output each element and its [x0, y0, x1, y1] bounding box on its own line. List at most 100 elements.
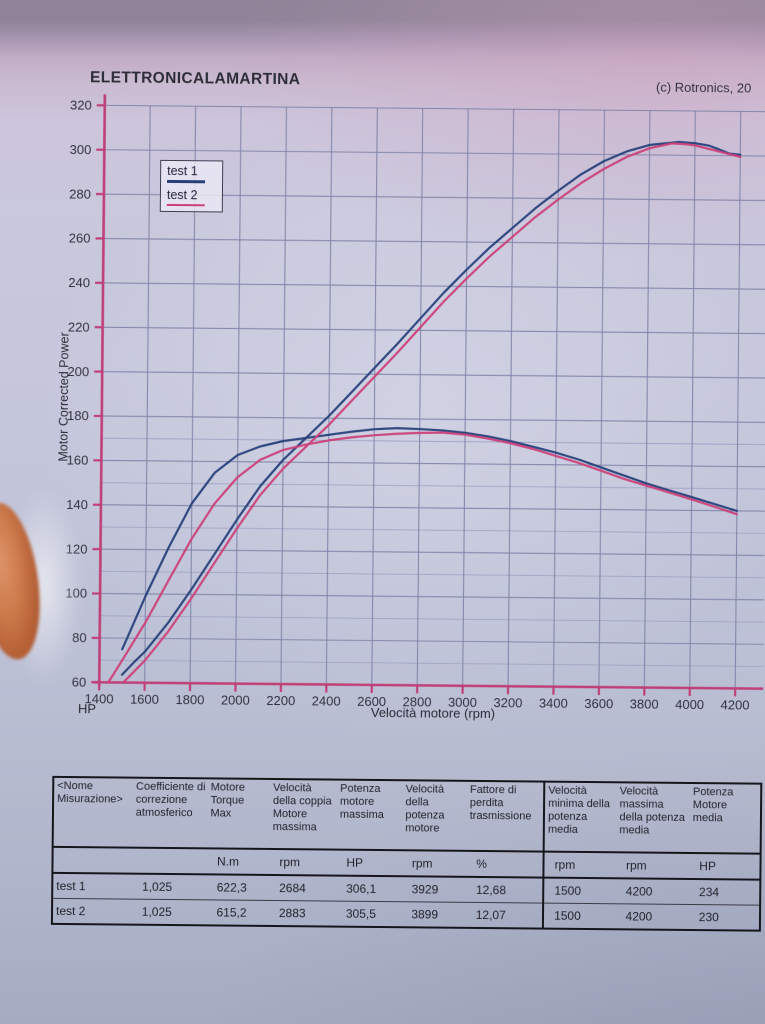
value-cell: 2684	[269, 874, 337, 902]
value-cell: 4200	[615, 878, 690, 905]
y-axis-unit: HP	[77, 701, 97, 717]
gridline-major	[100, 548, 765, 557]
gridline-minor	[100, 526, 765, 534]
y-tick-label: 220	[68, 319, 90, 334]
unit-cell: HP	[689, 852, 761, 880]
y-tick-label: 200	[67, 364, 89, 379]
curve-torque-test2	[107, 431, 738, 684]
unit-cell: N.m	[206, 848, 270, 875]
column-header: <Nome Misurazione>	[52, 776, 134, 848]
unit-cell: rpm	[543, 851, 617, 879]
legend-line-swatch-test2	[166, 203, 205, 207]
legend-entry-test1: test 1	[167, 164, 217, 183]
value-cell: 1500	[542, 903, 616, 930]
column-header: Velocità massima della potenza media	[616, 782, 691, 853]
column-header: Velocità della coppia Motore massima	[269, 778, 338, 850]
x-tick-label: 3800	[630, 696, 659, 711]
gridline-major	[101, 459, 765, 468]
gridline-major	[371, 107, 378, 685]
gridline-minor	[99, 615, 764, 623]
y-tick-label: 320	[70, 98, 92, 113]
gridline-major	[234, 106, 242, 684]
curve-power-test1	[120, 140, 742, 676]
x-tick-label: 2600	[357, 694, 386, 709]
legend-label-test1: test 1	[167, 163, 198, 179]
gridline-minor	[101, 437, 765, 446]
value-cell: 2883	[278, 906, 306, 921]
legend-line-swatch-test1	[167, 179, 206, 183]
x-tick-label: 1400	[85, 691, 114, 706]
value-cell: 234	[688, 878, 761, 906]
value-cell: 3899	[411, 907, 439, 922]
column-header: Coefficiente di correzione atmosferico	[132, 777, 208, 849]
x-axis-line	[93, 680, 764, 690]
gridline-major	[325, 107, 333, 685]
unit-cell: %	[466, 850, 544, 878]
x-tick-label: 4000	[675, 697, 704, 712]
column-header: Potenza Motore media	[689, 782, 762, 854]
results-table: <Nome Misurazione> Coefficiente di correz…	[50, 775, 763, 932]
y-axis-line	[97, 94, 107, 687]
table-header-row: <Nome Misurazione> Coefficiente di correz…	[52, 776, 762, 854]
x-tick-label: 2000	[221, 692, 250, 707]
value-cell: 3929	[401, 876, 467, 903]
unit-cell: rpm	[401, 850, 467, 877]
x-tick-label: 1800	[175, 692, 204, 707]
unit-cell	[132, 847, 208, 875]
value-cell: 615,2	[216, 905, 247, 920]
y-tick-label: 240	[68, 275, 90, 290]
value-cell: 4200	[625, 909, 653, 924]
y-axis-title: Motor Corrected Power	[56, 332, 72, 462]
y-tick-label: 160	[67, 453, 89, 468]
gridline-major	[598, 110, 606, 688]
gridline-major	[99, 637, 764, 645]
gridline-major	[144, 105, 151, 683]
unit-cell: HP	[336, 849, 402, 877]
gridline-major	[100, 592, 765, 601]
gridline-major	[102, 371, 765, 379]
run-name-cell: test 2	[55, 903, 86, 919]
value-cell: 12,68	[465, 876, 544, 904]
y-tick-label: 60	[72, 675, 87, 690]
value-cell: 12,07	[465, 902, 544, 929]
value-cell: 1,025	[131, 873, 207, 900]
unit-cell	[52, 846, 133, 874]
gridline-major	[104, 149, 765, 157]
gridline-major	[734, 111, 742, 689]
x-tick-label: 4200	[721, 697, 750, 712]
gridline-minor	[99, 659, 764, 667]
x-tick-label: 3200	[493, 695, 522, 710]
y-tick-label: 140	[66, 497, 88, 512]
x-tick-label: 1600	[130, 692, 159, 707]
value-cell: 622,3	[206, 874, 270, 901]
gridline-major	[102, 326, 765, 335]
gridline-major	[100, 504, 765, 512]
x-tick-label: 3600	[584, 696, 613, 711]
column-header: Fattore di perdita trasmissione	[466, 780, 545, 852]
y-tick-label: 300	[70, 142, 92, 157]
value-cell: 1500	[543, 877, 616, 904]
column-header: Velocità minima della potenza media	[543, 781, 617, 853]
y-tick-label: 180	[67, 408, 89, 423]
value-cell: 1,025	[141, 904, 172, 920]
run-name-cell: test 1	[52, 872, 133, 900]
x-tick-label: 2400	[312, 693, 341, 708]
unit-cell: rpm	[615, 852, 690, 879]
x-tick-label: 3400	[539, 696, 568, 711]
curve-power-test2	[123, 142, 742, 683]
value-cell: 305,5	[345, 906, 376, 921]
gridline-minor	[100, 570, 765, 579]
x-tick-label: 2200	[266, 693, 295, 708]
x-axis-title: Velocità motore (rpm)	[370, 704, 496, 722]
gridline-major	[103, 237, 765, 246]
column-header: Potenza motore massima	[336, 779, 403, 851]
gridline-major	[104, 104, 765, 113]
legend-entry-test2: test 2	[166, 187, 217, 207]
gridline-major	[280, 107, 288, 685]
gridline-major	[552, 109, 560, 687]
value-cell: 230	[698, 910, 719, 925]
gridline-major	[462, 108, 469, 686]
gridline-major	[689, 111, 696, 688]
